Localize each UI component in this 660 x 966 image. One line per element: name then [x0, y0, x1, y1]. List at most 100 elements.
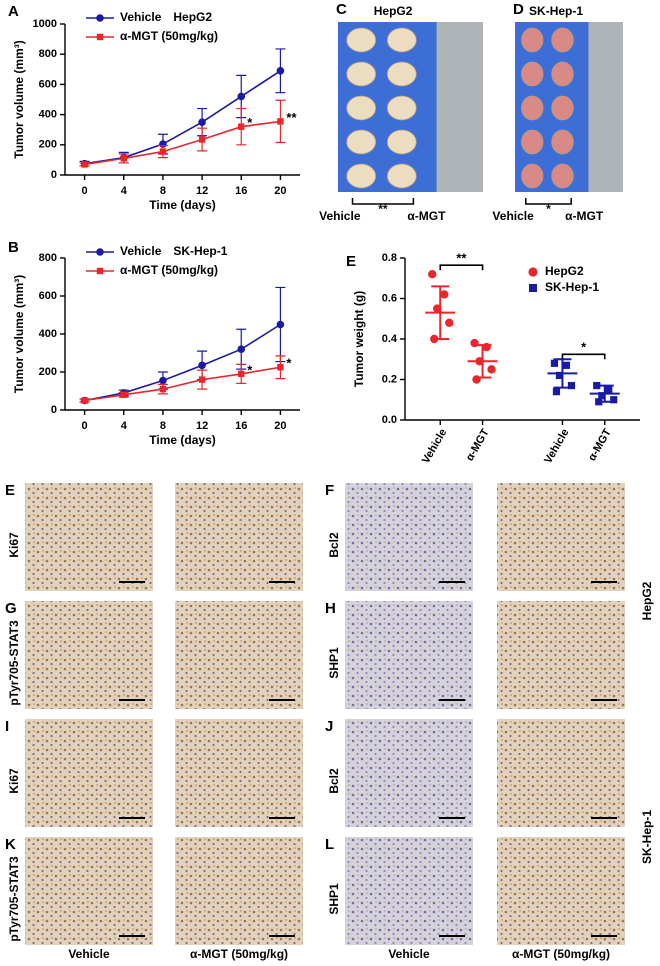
significance-label: * [581, 340, 587, 355]
data-point [237, 345, 246, 354]
histology-image [497, 837, 625, 945]
stain-label: SHP1 [327, 883, 341, 915]
histology-image [175, 483, 303, 591]
data-point [198, 118, 206, 126]
stain-label: Bcl2 [327, 768, 341, 794]
significance-bracket [561, 353, 606, 360]
tumor [551, 95, 574, 121]
x-tick-label: 12 [196, 420, 208, 432]
y-tick-label: 0 [51, 404, 57, 416]
condition-label: Vehicle [388, 947, 430, 961]
panel-letter: I [5, 718, 9, 735]
data-point [120, 391, 127, 398]
data-point [238, 370, 245, 378]
condition-label: α-MGT (50mg/kg) [190, 947, 288, 961]
histology-image [25, 601, 153, 709]
photo-title: HepG2 [374, 4, 413, 18]
panel-letter: D [513, 1, 524, 18]
y-axis-label: Tumor volume (mm³) [12, 275, 26, 393]
x-tick-label: Vehicle [542, 427, 571, 466]
data-point [440, 290, 449, 299]
histology-image [25, 483, 153, 591]
y-tick-label: 400 [39, 328, 57, 340]
series-line [84, 323, 281, 402]
stain-label: Ki67 [7, 532, 21, 558]
data-point [552, 388, 561, 396]
legend-label: α-MGT (50mg/kg) [120, 29, 218, 43]
x-axis-label: Time (days) [149, 198, 215, 212]
histology-image [175, 837, 303, 945]
tumor [346, 95, 377, 121]
panel-letter: L [325, 836, 334, 853]
x-tick-label: 0 [82, 185, 88, 197]
panel-letter: G [5, 600, 17, 617]
legend-marker [528, 267, 538, 277]
data-point [159, 148, 167, 155]
data-point [277, 118, 284, 125]
series-line [84, 120, 281, 166]
y-tick-label: 800 [39, 48, 57, 60]
legend-title: SK-Hep-1 [173, 244, 227, 258]
data-point [238, 123, 245, 130]
significance-label: * [546, 202, 551, 216]
histology-image [497, 483, 625, 591]
group-bracket [525, 198, 572, 205]
significance-bracket [439, 264, 484, 271]
annotation: * [247, 362, 253, 377]
histology-image [497, 601, 625, 709]
tumor [346, 61, 377, 87]
x-tick-label: 4 [121, 420, 128, 432]
panel-letter: H [325, 600, 336, 617]
sd-bar [595, 384, 614, 403]
data-point [428, 270, 437, 279]
panel-letter: B [8, 239, 19, 256]
ruler [436, 22, 483, 192]
tumor [386, 27, 417, 53]
histology-image [25, 719, 153, 827]
tumor [521, 61, 544, 87]
histology-image [175, 719, 303, 827]
panel-letter: J [325, 718, 333, 735]
x-tick-label: 16 [235, 185, 247, 197]
x-tick-label: 8 [160, 185, 166, 197]
condition-label: α-MGT (50mg/kg) [512, 947, 610, 961]
y-tick-label: 600 [39, 78, 57, 90]
data-point [81, 161, 88, 168]
data-point [198, 376, 206, 383]
tumor [386, 163, 417, 189]
y-tick-label: 0.0 [382, 414, 397, 426]
histology-image [25, 837, 153, 945]
tumor [551, 61, 574, 87]
histology-image [345, 837, 473, 945]
data-point [445, 318, 454, 327]
data-point [567, 381, 576, 390]
panel-letter: C [336, 1, 347, 18]
tumor [551, 27, 574, 53]
group-label: α-MGT [565, 209, 604, 223]
x-tick-label: α-MGT [586, 427, 614, 463]
legend-marker [96, 33, 104, 41]
data-point [610, 396, 618, 404]
cell-line-label: HepG2 [640, 581, 654, 620]
group-label: Vehicle [492, 209, 534, 223]
legend-label: α-MGT (50mg/kg) [120, 263, 218, 277]
tumor [521, 163, 544, 189]
annotation: ** [286, 110, 297, 125]
stain-label: pTyr705-STAT3 [7, 620, 21, 706]
panel-letter: E [346, 253, 356, 270]
data-point [198, 136, 206, 143]
y-tick-label: 0.8 [382, 252, 397, 264]
significance-label: ** [456, 251, 467, 266]
stain-label: Ki67 [7, 768, 21, 794]
legend-marker [96, 248, 104, 256]
histology-image [345, 719, 473, 827]
stain-label: SHP1 [327, 647, 341, 679]
y-axis-label: Tumor volume (mm³) [12, 40, 26, 158]
data-point [555, 371, 564, 380]
histology-image [345, 601, 473, 709]
x-tick-label: 20 [274, 185, 286, 197]
tumor [551, 163, 574, 189]
y-tick-label: 600 [39, 290, 57, 302]
data-point [198, 361, 206, 370]
